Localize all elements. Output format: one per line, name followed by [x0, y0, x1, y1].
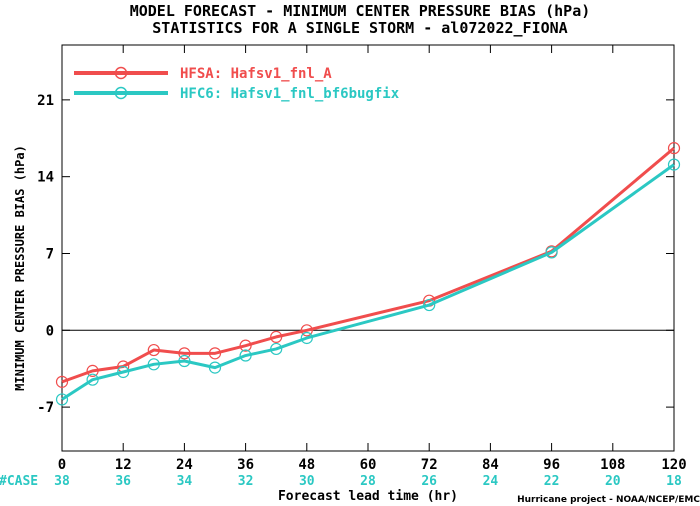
data-point [147, 358, 160, 371]
case-count: 38 [54, 474, 70, 489]
case-count: 36 [115, 474, 131, 489]
data-point [86, 373, 99, 386]
axes: 0 12 24 36 48 60 72 84 96 108 120 -7 0 7 14 21 [37, 45, 687, 473]
series-2 [55, 158, 681, 406]
data-point [270, 342, 283, 356]
x-tick-label: 12 [115, 457, 132, 473]
y-axis-label: MINIMUM CENTER PRESSURE BIAS (hPa) [13, 145, 27, 391]
legend-marker [114, 86, 128, 100]
case-count: 20 [605, 474, 621, 489]
data-point [300, 331, 313, 345]
data-point [300, 324, 313, 337]
data-point [178, 354, 191, 368]
case-count: 28 [360, 474, 376, 489]
series-line [61, 163, 675, 401]
data-point [178, 347, 191, 360]
case-count: 30 [299, 474, 315, 489]
data-point [55, 393, 69, 406]
y-tick-label: 21 [37, 93, 54, 109]
y-tick-label: 7 [46, 246, 54, 262]
case-count: 18 [666, 474, 682, 489]
data-point [208, 361, 222, 374]
series-1 [55, 142, 681, 388]
data-point [86, 364, 99, 377]
y-tick-label: 14 [37, 170, 54, 186]
x-tick-label: 96 [543, 457, 560, 473]
x-tick-label: 36 [237, 457, 254, 473]
data-point [117, 365, 130, 379]
legend-marker [114, 66, 128, 80]
case-counts: 38 36 34 32 30 28 26 24 22 20 18 [54, 474, 682, 489]
x-tick-label: 120 [661, 457, 686, 473]
chart-title: MODEL FORECAST - MINIMUM CENTER PRESSURE… [130, 2, 591, 20]
data-point [667, 142, 681, 155]
x-axis-label: Forecast lead time (hr) [278, 489, 458, 504]
x-tick-label: 72 [421, 457, 438, 473]
credit-text: Hurricane project - NOAA/NCEP/EMC [517, 495, 700, 505]
x-tick-label: 24 [176, 457, 193, 473]
x-tick-label: 84 [482, 457, 499, 473]
case-count: 34 [177, 474, 193, 489]
case-count: 22 [544, 474, 560, 489]
legend-label: HFC6: Hafsv1_fnl_bf6bugfix [180, 86, 400, 102]
case-label: #CASE [0, 474, 38, 489]
data-point [239, 339, 252, 352]
data-point [545, 246, 558, 259]
data-point [667, 158, 681, 171]
plot-frame [61, 44, 675, 452]
y-tick-label: -7 [37, 400, 54, 416]
data-point [239, 349, 252, 362]
chart-subtitle: STATISTICS FOR A SINGLE STORM - al072022… [152, 19, 567, 37]
data-point [208, 347, 222, 360]
x-tick-label: 60 [360, 457, 377, 473]
series-line [61, 146, 675, 384]
data-point [55, 375, 69, 388]
data-point [423, 298, 436, 312]
legend: HFSA: Hafsv1_fnl_A HFC6: Hafsv1_fnl_bf6bu… [74, 66, 400, 102]
legend-label: HFSA: Hafsv1_fnl_A [180, 66, 332, 82]
case-count: 32 [238, 474, 254, 489]
data-point [270, 330, 283, 343]
case-count: 26 [421, 474, 437, 489]
data-point [147, 343, 160, 357]
series-layer [55, 142, 681, 406]
y-tick-label: 0 [46, 323, 54, 339]
x-tick-label: 0 [58, 457, 66, 473]
x-tick-label: 48 [298, 457, 315, 473]
case-count: 24 [483, 474, 499, 489]
x-tick-label: 108 [600, 457, 625, 473]
